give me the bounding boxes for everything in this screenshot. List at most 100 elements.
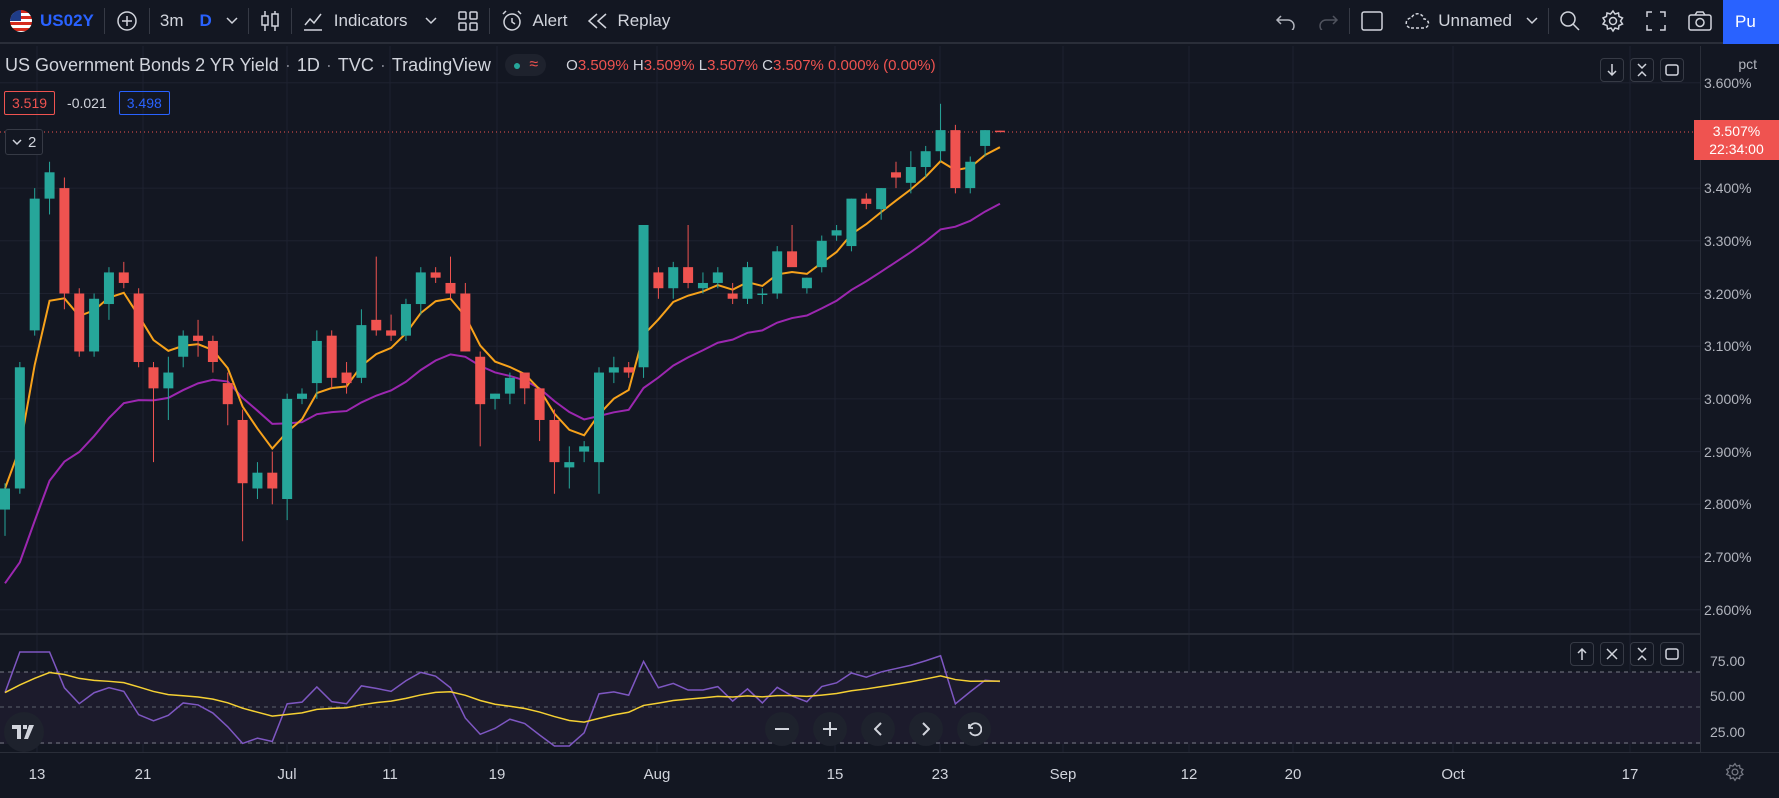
candle-body[interactable] bbox=[683, 267, 694, 283]
delete-pane-button[interactable] bbox=[1600, 642, 1624, 666]
collapse-pane-button[interactable] bbox=[1630, 642, 1654, 666]
candle-body[interactable] bbox=[326, 335, 337, 378]
indicators-button[interactable]: Indicators bbox=[292, 0, 448, 43]
candle-body[interactable] bbox=[282, 398, 293, 500]
candle-body[interactable] bbox=[193, 335, 204, 341]
candle-body[interactable] bbox=[297, 393, 307, 399]
reset-chart-button[interactable] bbox=[957, 712, 991, 746]
candle-body[interactable] bbox=[950, 130, 961, 189]
candle-body[interactable] bbox=[891, 172, 901, 178]
candle-body[interactable] bbox=[697, 282, 708, 289]
candle-body[interactable] bbox=[148, 367, 159, 389]
candle-body[interactable] bbox=[980, 130, 991, 146]
candle-body[interactable] bbox=[89, 298, 100, 352]
candle-body[interactable] bbox=[757, 293, 768, 296]
buy-price-button[interactable]: 3.498 bbox=[118, 91, 170, 115]
candle-body[interactable] bbox=[846, 198, 857, 247]
tradingview-logo[interactable] bbox=[4, 712, 44, 752]
candle-body[interactable] bbox=[445, 282, 456, 294]
candle-body[interactable] bbox=[638, 224, 649, 368]
candle-body[interactable] bbox=[549, 419, 560, 463]
candle-body[interactable] bbox=[341, 372, 352, 384]
publish-button[interactable]: Pu bbox=[1723, 0, 1779, 44]
candle-body[interactable] bbox=[727, 293, 738, 299]
zoom-out-button[interactable] bbox=[765, 712, 799, 746]
candle-body[interactable] bbox=[668, 267, 679, 289]
candle-body[interactable] bbox=[178, 335, 189, 357]
candle-body[interactable] bbox=[594, 372, 604, 463]
candle-body[interactable] bbox=[787, 251, 798, 268]
candle-body[interactable] bbox=[386, 330, 397, 336]
scroll-right-button[interactable] bbox=[909, 712, 943, 746]
candle-body[interactable] bbox=[356, 325, 367, 378]
candle-body[interactable] bbox=[712, 272, 723, 283]
settings-button[interactable] bbox=[1591, 0, 1635, 43]
candle-body[interactable] bbox=[534, 388, 545, 420]
candle-body[interactable] bbox=[400, 304, 411, 336]
maximize-pane-button[interactable] bbox=[1660, 58, 1684, 82]
fullscreen-button[interactable] bbox=[1635, 0, 1677, 43]
candle-body[interactable] bbox=[371, 319, 382, 331]
candle-body[interactable] bbox=[252, 472, 263, 489]
snapshot-button[interactable] bbox=[1677, 0, 1723, 43]
candle-body[interactable] bbox=[831, 230, 842, 236]
candle-body[interactable] bbox=[415, 272, 426, 305]
rsi-ma-line[interactable] bbox=[4, 671, 1000, 723]
candle-body[interactable] bbox=[0, 488, 10, 510]
candle-body[interactable] bbox=[311, 340, 322, 384]
save-layout-button[interactable]: Unnamed bbox=[1394, 0, 1548, 43]
candle-body[interactable] bbox=[59, 188, 70, 294]
market-status-pill[interactable]: ● ≈ bbox=[504, 54, 547, 76]
candle-body[interactable] bbox=[965, 161, 976, 189]
candle-body[interactable] bbox=[935, 130, 946, 152]
series-title[interactable]: US Government Bonds 2 YR Yield bbox=[5, 54, 279, 75]
candle-body[interactable] bbox=[920, 151, 931, 168]
candle-body[interactable] bbox=[623, 367, 634, 373]
replay-button[interactable]: Replay bbox=[577, 0, 680, 43]
chart-canvas[interactable] bbox=[0, 46, 1700, 752]
interval-button[interactable]: 3m D bbox=[150, 0, 248, 43]
candle-body[interactable] bbox=[207, 340, 218, 363]
search-button[interactable] bbox=[1549, 0, 1591, 43]
candle-body[interactable] bbox=[163, 372, 174, 389]
candle-body[interactable] bbox=[861, 198, 872, 204]
candle-body[interactable] bbox=[118, 272, 129, 283]
candle-body[interactable] bbox=[29, 198, 40, 331]
indicators-toggle-button[interactable]: 2 bbox=[5, 129, 44, 155]
templates-button[interactable] bbox=[447, 0, 489, 43]
compare-button[interactable] bbox=[105, 0, 149, 43]
candle-body[interactable] bbox=[579, 446, 590, 452]
candlestick-series[interactable] bbox=[0, 103, 1005, 542]
rsi-line[interactable] bbox=[4, 651, 1001, 747]
candle-body[interactable] bbox=[460, 293, 471, 352]
moving-average-slow-line[interactable] bbox=[4, 202, 1001, 584]
candle-body[interactable] bbox=[905, 167, 916, 183]
sell-price-button[interactable]: 3.519 bbox=[4, 91, 56, 115]
time-scale-settings-button[interactable] bbox=[1725, 762, 1745, 787]
scroll-left-button[interactable] bbox=[861, 712, 895, 746]
chart-type-button[interactable] bbox=[249, 0, 291, 43]
candle-body[interactable] bbox=[608, 367, 619, 373]
move-pane-down-button[interactable] bbox=[1600, 58, 1624, 82]
candle-body[interactable] bbox=[133, 293, 144, 363]
collapse-pane-button[interactable] bbox=[1630, 58, 1654, 82]
candle-body[interactable] bbox=[742, 267, 753, 299]
candle-body[interactable] bbox=[876, 188, 887, 210]
undo-button[interactable] bbox=[1265, 0, 1307, 43]
candle-body[interactable] bbox=[490, 393, 501, 399]
candle-body[interactable] bbox=[267, 472, 278, 489]
candle-body[interactable] bbox=[816, 240, 827, 268]
move-pane-up-button[interactable] bbox=[1570, 642, 1594, 666]
candle-body[interactable] bbox=[14, 367, 25, 489]
price-scale[interactable]: pct bbox=[1700, 46, 1779, 752]
time-scale[interactable]: 13 21 Jul 11 19 Aug 15 23 Sep 12 20 Oct 17 bbox=[0, 752, 1779, 798]
layout-select-button[interactable] bbox=[1350, 0, 1394, 43]
candle-body[interactable] bbox=[103, 272, 114, 305]
candle-body[interactable] bbox=[504, 377, 515, 394]
candle-body[interactable] bbox=[801, 277, 812, 289]
zoom-in-button[interactable] bbox=[813, 712, 847, 746]
candle-body[interactable] bbox=[994, 130, 1005, 133]
candle-body[interactable] bbox=[653, 272, 664, 289]
alert-button[interactable]: Alert bbox=[490, 0, 577, 43]
candle-body[interactable] bbox=[222, 383, 233, 405]
